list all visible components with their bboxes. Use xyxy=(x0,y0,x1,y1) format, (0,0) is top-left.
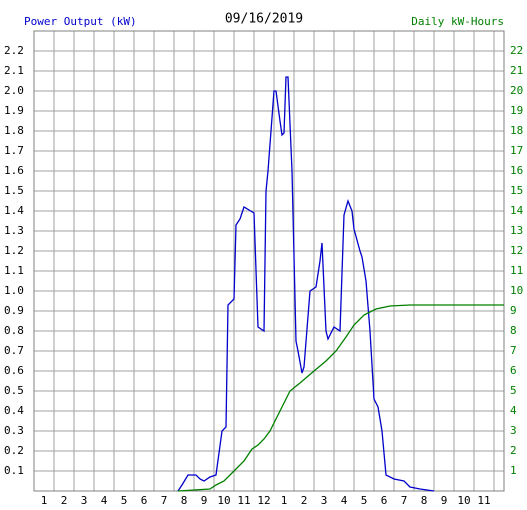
x-tick-label: 1 xyxy=(41,494,48,507)
x-tick-label: 6 xyxy=(381,494,388,507)
y-tick-label: 0.7 xyxy=(4,344,24,357)
plot-frame xyxy=(33,30,505,492)
x-tick-label: 6 xyxy=(141,494,148,507)
y2-tick-label: 2 xyxy=(510,444,517,457)
y-tick-label: 1.8 xyxy=(4,124,24,137)
y2-tick-label: 5 xyxy=(510,384,517,397)
y2-tick-label: 8 xyxy=(510,324,517,337)
x-tick-label: 2 xyxy=(301,494,308,507)
series-line xyxy=(177,76,435,492)
y-tick-label: 2.1 xyxy=(4,64,24,77)
x-tick-label: 11 xyxy=(477,494,490,507)
y2-tick-label: 19 xyxy=(510,104,523,117)
x-tick-label: 2 xyxy=(61,494,68,507)
y-tick-label: 0.6 xyxy=(4,364,24,377)
y2-tick-label: 22 xyxy=(510,44,523,57)
x-tick-label: 1 xyxy=(281,494,288,507)
x-tick-label: 5 xyxy=(121,494,128,507)
y2-tick-label: 4 xyxy=(510,404,517,417)
y-tick-label: 0.3 xyxy=(4,424,24,437)
y-tick-label: 0.9 xyxy=(4,304,24,317)
y2-tick-label: 20 xyxy=(510,84,523,97)
y-tick-label: 0.2 xyxy=(4,444,24,457)
y2-tick-label: 16 xyxy=(510,164,523,177)
y-tick-label: 0.1 xyxy=(4,464,24,477)
y-tick-label: 1.0 xyxy=(4,284,24,297)
y-tick-label: 1.5 xyxy=(4,184,24,197)
chart-title: 09/16/2019 xyxy=(225,12,303,27)
y2-tick-label: 15 xyxy=(510,184,523,197)
x-tick-label: 9 xyxy=(441,494,448,507)
y2-tick-label: 21 xyxy=(510,64,523,77)
y-tick-label: 0.8 xyxy=(4,324,24,337)
x-tick-label: 3 xyxy=(321,494,328,507)
y-tick-label: 1.6 xyxy=(4,164,24,177)
y-tick-label: 0.5 xyxy=(4,384,24,397)
y-tick-label: 1.3 xyxy=(4,224,24,237)
y2-tick-label: 1 xyxy=(510,464,517,477)
y-tick-label: 2.2 xyxy=(4,44,24,57)
x-tick-label: 10 xyxy=(217,494,230,507)
x-tick-label: 10 xyxy=(457,494,470,507)
series-line xyxy=(177,304,504,492)
y-tick-label: 1.1 xyxy=(4,264,24,277)
y2-tick-label: 3 xyxy=(510,424,517,437)
y-tick-label: 1.7 xyxy=(4,144,24,157)
x-tick-label: 9 xyxy=(201,494,208,507)
y-tick-label: 1.4 xyxy=(4,204,24,217)
y-tick-label: 1.9 xyxy=(4,104,24,117)
y-tick-label: 2.0 xyxy=(4,84,24,97)
y2-tick-label: 11 xyxy=(510,264,523,277)
y2-tick-label: 7 xyxy=(510,344,517,357)
x-tick-label: 5 xyxy=(361,494,368,507)
y-tick-label: 0.4 xyxy=(4,404,24,417)
x-tick-label: 4 xyxy=(341,494,348,507)
x-tick-label: 11 xyxy=(237,494,250,507)
y2-tick-label: 9 xyxy=(510,304,517,317)
y2-tick-label: 12 xyxy=(510,244,523,257)
y2-tick-label: 13 xyxy=(510,224,523,237)
y-axis-label: Power Output (kW) xyxy=(24,15,137,28)
x-tick-label: 3 xyxy=(81,494,88,507)
y2-tick-label: 18 xyxy=(510,124,523,137)
y2-axis-label: Daily kW-Hours xyxy=(411,15,504,28)
y-tick-label: 1.2 xyxy=(4,244,24,257)
y2-tick-label: 6 xyxy=(510,364,517,377)
y2-tick-label: 17 xyxy=(510,144,523,157)
y2-tick-label: 10 xyxy=(510,284,523,297)
y2-tick-label: 14 xyxy=(510,204,524,217)
x-tick-label: 8 xyxy=(181,494,188,507)
x-tick-label: 4 xyxy=(101,494,108,507)
x-tick-label: 7 xyxy=(161,494,168,507)
x-tick-label: 7 xyxy=(401,494,408,507)
x-tick-label: 8 xyxy=(421,494,428,507)
x-tick-label: 12 xyxy=(257,494,270,507)
